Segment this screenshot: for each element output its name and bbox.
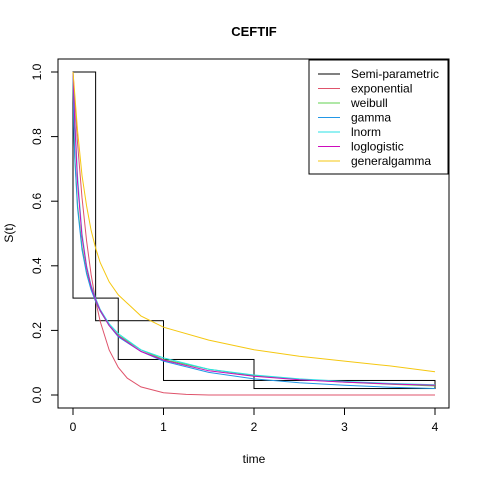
y-tick-label: 0.6: [30, 193, 44, 210]
x-axis-label: time: [243, 452, 266, 466]
x-tick-label: 4: [432, 420, 439, 434]
y-axis-label: S(t): [2, 223, 16, 242]
y-tick-label: 1.0: [30, 63, 44, 80]
legend-items: Semi-parametricexponentialweibullgammaln…: [318, 67, 439, 168]
legend-label: lnorm: [351, 125, 381, 139]
legend-label: gamma: [351, 111, 391, 125]
y-tick-label: 0.8: [30, 128, 44, 145]
legend-label: Semi-parametric: [351, 67, 439, 81]
legend-label: exponential: [351, 82, 412, 96]
x-tick-label: 3: [341, 420, 348, 434]
semi-parametric-box: [163, 358, 255, 381]
legend-label: generalgamma: [351, 154, 431, 168]
x-tick-label: 1: [160, 420, 167, 434]
series-line-exponential: [72, 71, 435, 396]
chart-title: CEFTIF: [231, 24, 277, 39]
x-tick-label: 2: [251, 420, 258, 434]
x-axis: 0 1 2 3 4: [70, 407, 439, 434]
semi-parametric-box: [72, 71, 97, 299]
legend-label: loglogistic: [351, 140, 404, 154]
model-curves: [72, 71, 436, 396]
y-tick-label: 0.2: [30, 322, 44, 339]
semi-parametric-box: [117, 320, 164, 360]
series-line-loglogistic: [72, 71, 436, 386]
y-tick-label: 0.0: [30, 386, 44, 403]
legend-label: weibull: [350, 96, 388, 110]
series-line-generalgamma: [72, 71, 436, 373]
y-tick-label: 0.4: [30, 257, 44, 274]
legend: Semi-parametricexponentialweibullgammaln…: [308, 59, 449, 175]
y-axis: 0.0 0.2 0.4 0.6 0.8 1.0: [30, 63, 59, 403]
x-tick-label: 0: [70, 420, 77, 434]
